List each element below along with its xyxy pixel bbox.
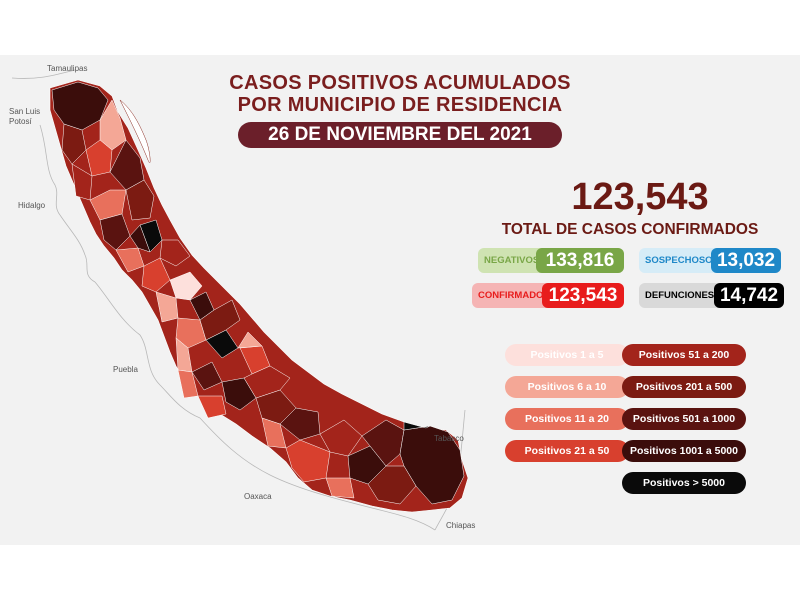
hidalgo-border: [59, 214, 96, 283]
negativos-stat: NEGATIVOS 133,816: [478, 248, 624, 273]
puebla-border: [94, 281, 201, 419]
date-banner: 26 DE NOVIEMBRE DEL 2021: [238, 122, 562, 148]
legend-item-501-1000: Positivos 501 a 1000: [622, 408, 746, 430]
municipality-patch: [279, 407, 321, 441]
total-cases-label: TOTAL DE CASOS CONFIRMADOS: [501, 221, 759, 238]
tamaulipas-border: [11, 69, 76, 79]
state-label-chiapas: Chiapas: [446, 521, 476, 530]
state-label-puebla: Puebla: [113, 365, 138, 374]
legend-item-over-5000: Positivos > 5000: [622, 472, 746, 494]
municipality-patch: [399, 425, 465, 505]
municipality-patch: [125, 179, 155, 221]
legend-item-1-5: Positivos 1 a 5: [505, 344, 629, 366]
state-label-oaxaca: Oaxaca: [244, 492, 272, 501]
total-cases-number: 123,543: [571, 176, 709, 218]
page-title: CASOS POSITIVOS ACUMULADOS POR MUNICIPIO…: [200, 72, 600, 116]
title-line-1: CASOS POSITIVOS ACUMULADOS: [229, 72, 571, 94]
municipality-patch: [199, 299, 241, 341]
legend-item-11-20: Positivos 11 a 20: [505, 408, 629, 430]
state-label-hidalgo: Hidalgo: [18, 201, 46, 210]
municipality-patch: [221, 377, 257, 411]
municipality-patch: [169, 271, 203, 301]
title-line-2: POR MUNICIPIO DE RESIDENCIA: [237, 94, 563, 116]
defunciones-stat: DEFUNCIONES 14,742: [639, 283, 784, 308]
municipality-patch: [99, 213, 131, 251]
state-label-san-luis-potosi: San Luis Potosí: [9, 107, 41, 126]
state-label-tabasco: Tabasco: [434, 434, 464, 443]
sospechosos-label: SOSPECHOSOS: [645, 255, 719, 266]
municipality-patch: [129, 224, 151, 253]
municipality-patch: [141, 257, 171, 293]
municipality-patch: [61, 123, 87, 165]
municipality-patch: [175, 317, 207, 349]
municipality-patch: [319, 419, 363, 457]
confirmados-label: CONFIRMADOS: [478, 290, 550, 301]
state-label-tamaulipas: Tamaulipas: [47, 64, 88, 73]
municipality-patch: [237, 331, 263, 349]
municipality-patch: [85, 139, 113, 177]
defunciones-value: 14,742: [714, 283, 784, 308]
municipality-patch: [243, 365, 291, 399]
confirmados-value: 123,543: [542, 283, 624, 308]
sospechosos-stat: SOSPECHOSOS 13,032: [639, 248, 781, 273]
municipality-patch: [325, 477, 355, 499]
veracruz-choropleth-map: [11, 69, 469, 531]
legend-item-21-50: Positivos 21 a 50: [505, 440, 629, 462]
slp-border: [39, 124, 61, 216]
municipality-patch: [159, 239, 191, 267]
negativos-value: 133,816: [536, 248, 624, 273]
defunciones-label: DEFUNCIONES: [645, 290, 715, 301]
negativos-label: NEGATIVOS: [484, 255, 540, 266]
legend-item-201-500: Positivos 201 a 500: [622, 376, 746, 398]
municipality-patch: [89, 189, 127, 221]
municipality-patch: [197, 395, 227, 419]
legend-item-1001-5000: Positivos 1001 a 5000: [622, 440, 746, 462]
municipality-patch: [109, 139, 145, 191]
municipality-patch: [403, 421, 431, 431]
municipality-patch: [367, 465, 417, 505]
coastal-lagoon: [119, 99, 151, 163]
confirmados-stat: CONFIRMADOS 123,543: [472, 283, 624, 308]
sospechosos-value: 13,032: [711, 248, 781, 273]
oaxaca-border: [199, 417, 436, 531]
legend-item-51-200: Positivos 51 a 200: [622, 344, 746, 366]
legend-item-6-10: Positivos 6 a 10: [505, 376, 629, 398]
